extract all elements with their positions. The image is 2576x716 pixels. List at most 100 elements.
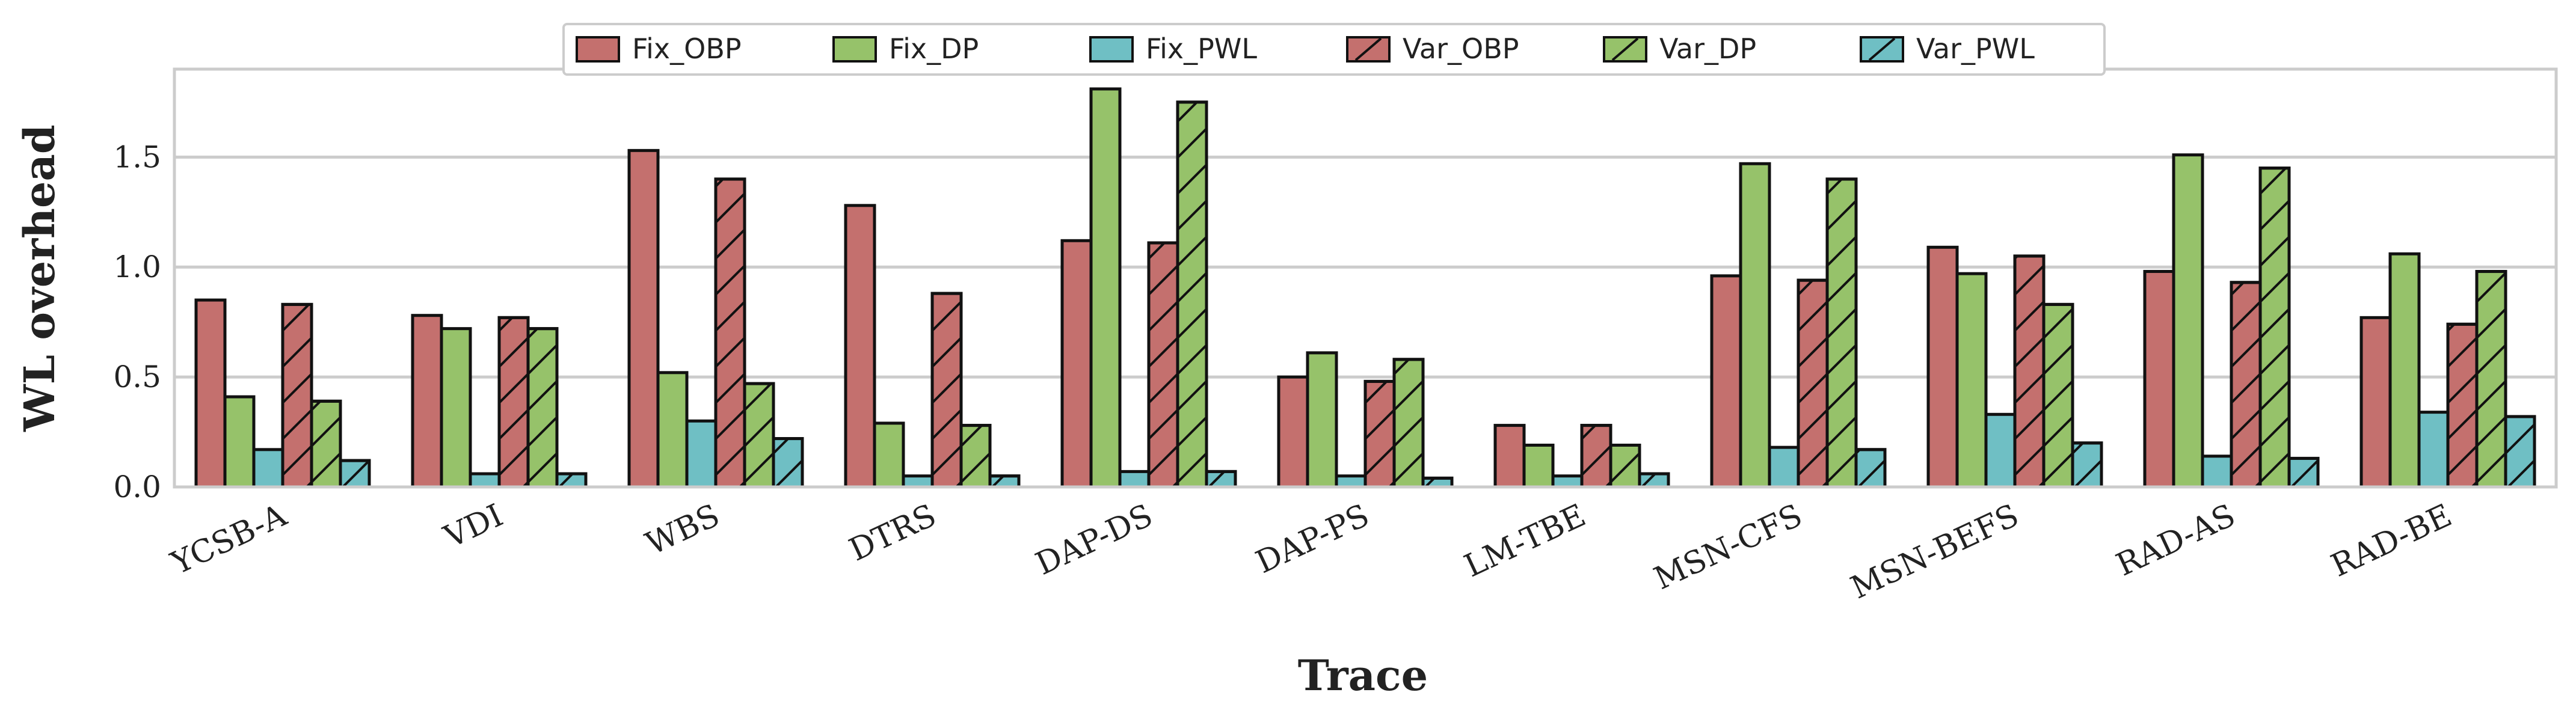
bar-fix-dp: [1522, 444, 1555, 489]
x-tick-label: WBS: [641, 497, 725, 562]
bar-hatch-overlay: [1797, 278, 1829, 489]
bar-fix-dp: [1739, 162, 1771, 489]
legend-hatch-mark: [1611, 37, 1639, 61]
bar-fix-dp: [1089, 87, 1122, 489]
x-tick-label: DAP-DS: [1030, 497, 1158, 583]
x-tick-label: DTRS: [844, 497, 941, 568]
bar-hatch-overlay: [526, 327, 559, 489]
bar-hatch-overlay: [930, 292, 963, 489]
bar-hatch-overlay: [1638, 472, 1670, 489]
bar-fix-obp: [1493, 424, 1526, 489]
x-tick-label: YCSB-A: [165, 497, 293, 582]
bar-hatch-overlay: [2287, 456, 2320, 489]
bar-hatch-overlay: [1176, 100, 1208, 489]
bar-hatch-overlay: [959, 424, 992, 489]
x-tick-labels: YCSB-A VDI WBS DTRS DAP-DS DAP-PS LM-TBE MSN-CF…: [165, 497, 2457, 607]
legend-hatch-mark: [1868, 37, 1896, 61]
bar-fix-obp: [194, 298, 227, 489]
bar-hatch-overlay: [2504, 415, 2536, 489]
bar-hatch-overlay: [1609, 444, 1641, 489]
bar-fix-obp: [1277, 375, 1309, 489]
y-axis-label: WL overhead: [14, 124, 64, 432]
x-tick-label: RAD-AS: [2111, 497, 2241, 583]
bar-fix-pwl: [2201, 454, 2233, 489]
bar-fix-pwl: [1118, 470, 1151, 489]
bar-hatch-overlay: [497, 316, 530, 489]
legend-label: Fix_DP: [889, 32, 979, 65]
legend-label: Var_PWL: [1916, 32, 2035, 65]
bar-fix-obp: [411, 314, 443, 489]
legend-label: Var_OBP: [1403, 32, 1519, 65]
bar-hatch-overlay: [2071, 441, 2103, 489]
bar-hatch-overlay: [1392, 358, 1425, 489]
bar-hatch-overlay: [2446, 322, 2479, 489]
legend-label: Fix_PWL: [1146, 32, 1257, 65]
y-tick-label: 0.5: [113, 360, 161, 394]
bar-hatch-overlay: [743, 382, 775, 489]
bar-fix-pwl: [469, 472, 501, 489]
bar-hatch-overlay: [1854, 448, 1887, 489]
bar-fix-dp: [2172, 153, 2204, 489]
legend-swatch: [576, 36, 620, 63]
bar-hatch-overlay: [714, 177, 746, 489]
bar-fix-obp: [844, 204, 876, 489]
legend-swatch: [1860, 36, 1904, 63]
x-tick-label: VDI: [438, 497, 509, 555]
bar-fix-obp: [2143, 270, 2175, 489]
bar-hatch-overlay: [2258, 167, 2291, 489]
bar-fix-pwl: [1984, 412, 2017, 489]
bar-fix-obp: [1926, 245, 1959, 489]
bar-fix-pwl: [1768, 445, 1800, 489]
bar-fix-obp: [627, 148, 660, 489]
bar-fix-pwl: [2417, 411, 2450, 489]
y-tick-label: 0.0: [113, 470, 161, 504]
bar-hatch-overlay: [310, 399, 342, 489]
bar-hatch-overlay: [2013, 254, 2046, 489]
bar-hatch-overlay: [772, 437, 804, 489]
legend-label: Fix_OBP: [632, 32, 742, 65]
bar-fix-obp: [1060, 239, 1093, 489]
bar-hatch-overlay: [555, 472, 588, 489]
bar-fix-obp: [1710, 274, 1742, 489]
bar-fix-pwl: [685, 419, 718, 489]
bars: [194, 87, 2536, 489]
bar-fix-dp: [223, 395, 256, 489]
legend-swatch: [832, 36, 877, 63]
x-tick-label: MSN-CFS: [1649, 497, 1807, 597]
legend-swatch: [1089, 36, 1134, 63]
bar-hatch-overlay: [1363, 379, 1396, 489]
y-tick-labels: 0.0 0.5 1.0 1.5: [113, 139, 161, 504]
bar-hatch-overlay: [2475, 270, 2507, 489]
x-tick-label: RAD-BE: [2326, 497, 2458, 584]
bar-fix-pwl: [1335, 474, 1367, 489]
y-tick-label: 1.5: [113, 139, 161, 174]
bar-fix-dp: [2388, 252, 2421, 489]
legend-box: [562, 23, 2106, 76]
bar-hatch-overlay: [281, 302, 313, 489]
x-axis-label: Trace: [1298, 650, 1428, 700]
bar-hatch-overlay: [1147, 241, 1179, 489]
bar-fix-dp: [1306, 351, 1338, 489]
bar-fix-pwl: [1551, 474, 1584, 489]
x-tick-label: MSN-BEFS: [1845, 497, 2024, 606]
bar-hatch-overlay: [2230, 281, 2262, 489]
legend-hatch-mark: [1354, 37, 1382, 61]
x-tick-label: LM-TBE: [1459, 497, 1591, 584]
x-tick-label: DAP-PS: [1250, 497, 1374, 581]
bar-fix-pwl: [252, 448, 284, 489]
y-tick-label: 1.0: [113, 249, 161, 284]
bar-hatch-overlay: [2042, 302, 2074, 489]
bar-fix-dp: [440, 327, 472, 489]
bar-hatch-overlay: [1205, 470, 1237, 489]
bar-fix-pwl: [902, 474, 934, 489]
bar-fix-dp: [656, 371, 689, 489]
bar-fix-dp: [1955, 272, 1988, 489]
bar-fix-dp: [873, 421, 905, 489]
bar-hatch-overlay: [988, 474, 1021, 489]
bar-hatch-overlay: [1580, 424, 1612, 489]
bar-hatch-overlay: [1825, 177, 1858, 489]
legend-label: Var_DP: [1659, 32, 1756, 65]
legend: Fix_OBP Fix_DP Fix_PWL Var_OBP Var_DP Var_PWL: [562, 23, 2106, 76]
bar-fix-obp: [2359, 316, 2392, 489]
